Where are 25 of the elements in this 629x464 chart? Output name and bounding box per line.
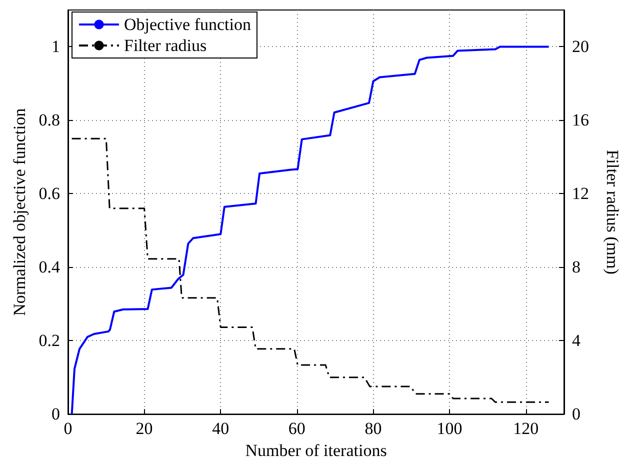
- x-tick-label: 20: [136, 419, 153, 438]
- y2-tick-label: 0: [572, 404, 580, 424]
- x-tick-label: 40: [212, 419, 230, 438]
- x-tick-label: 100: [436, 419, 462, 438]
- y-tick-label: 0.4: [38, 258, 60, 277]
- y2-tick-label: 12: [572, 184, 589, 204]
- legend-label: Filter radius: [124, 36, 207, 55]
- y-tick-label: 0: [52, 404, 60, 424]
- y-axis-title: Normalized objective function: [10, 108, 29, 316]
- y2-tick-label: 4: [572, 331, 581, 350]
- y2-axis-title: Filter radius (mm): [603, 150, 622, 274]
- y-tick-label: 1: [52, 37, 60, 56]
- x-tick-label: 120: [513, 419, 539, 438]
- x-tick-label: 0: [64, 419, 72, 438]
- y2-tick-label: 16: [572, 110, 589, 130]
- y2-tick-label: 8: [572, 258, 580, 277]
- line-series: [71, 138, 550, 403]
- x-axis-title: Number of iterations: [245, 441, 387, 460]
- y-tick-label: 0.2: [38, 331, 60, 350]
- y-tick-label: 0.8: [38, 110, 60, 130]
- y-tick-label: 0.6: [38, 184, 60, 204]
- legend-label: Objective function: [124, 15, 252, 34]
- y2-tick-label: 20: [572, 37, 589, 56]
- x-tick-label: 80: [364, 419, 382, 438]
- x-tick-label: 60: [288, 419, 306, 438]
